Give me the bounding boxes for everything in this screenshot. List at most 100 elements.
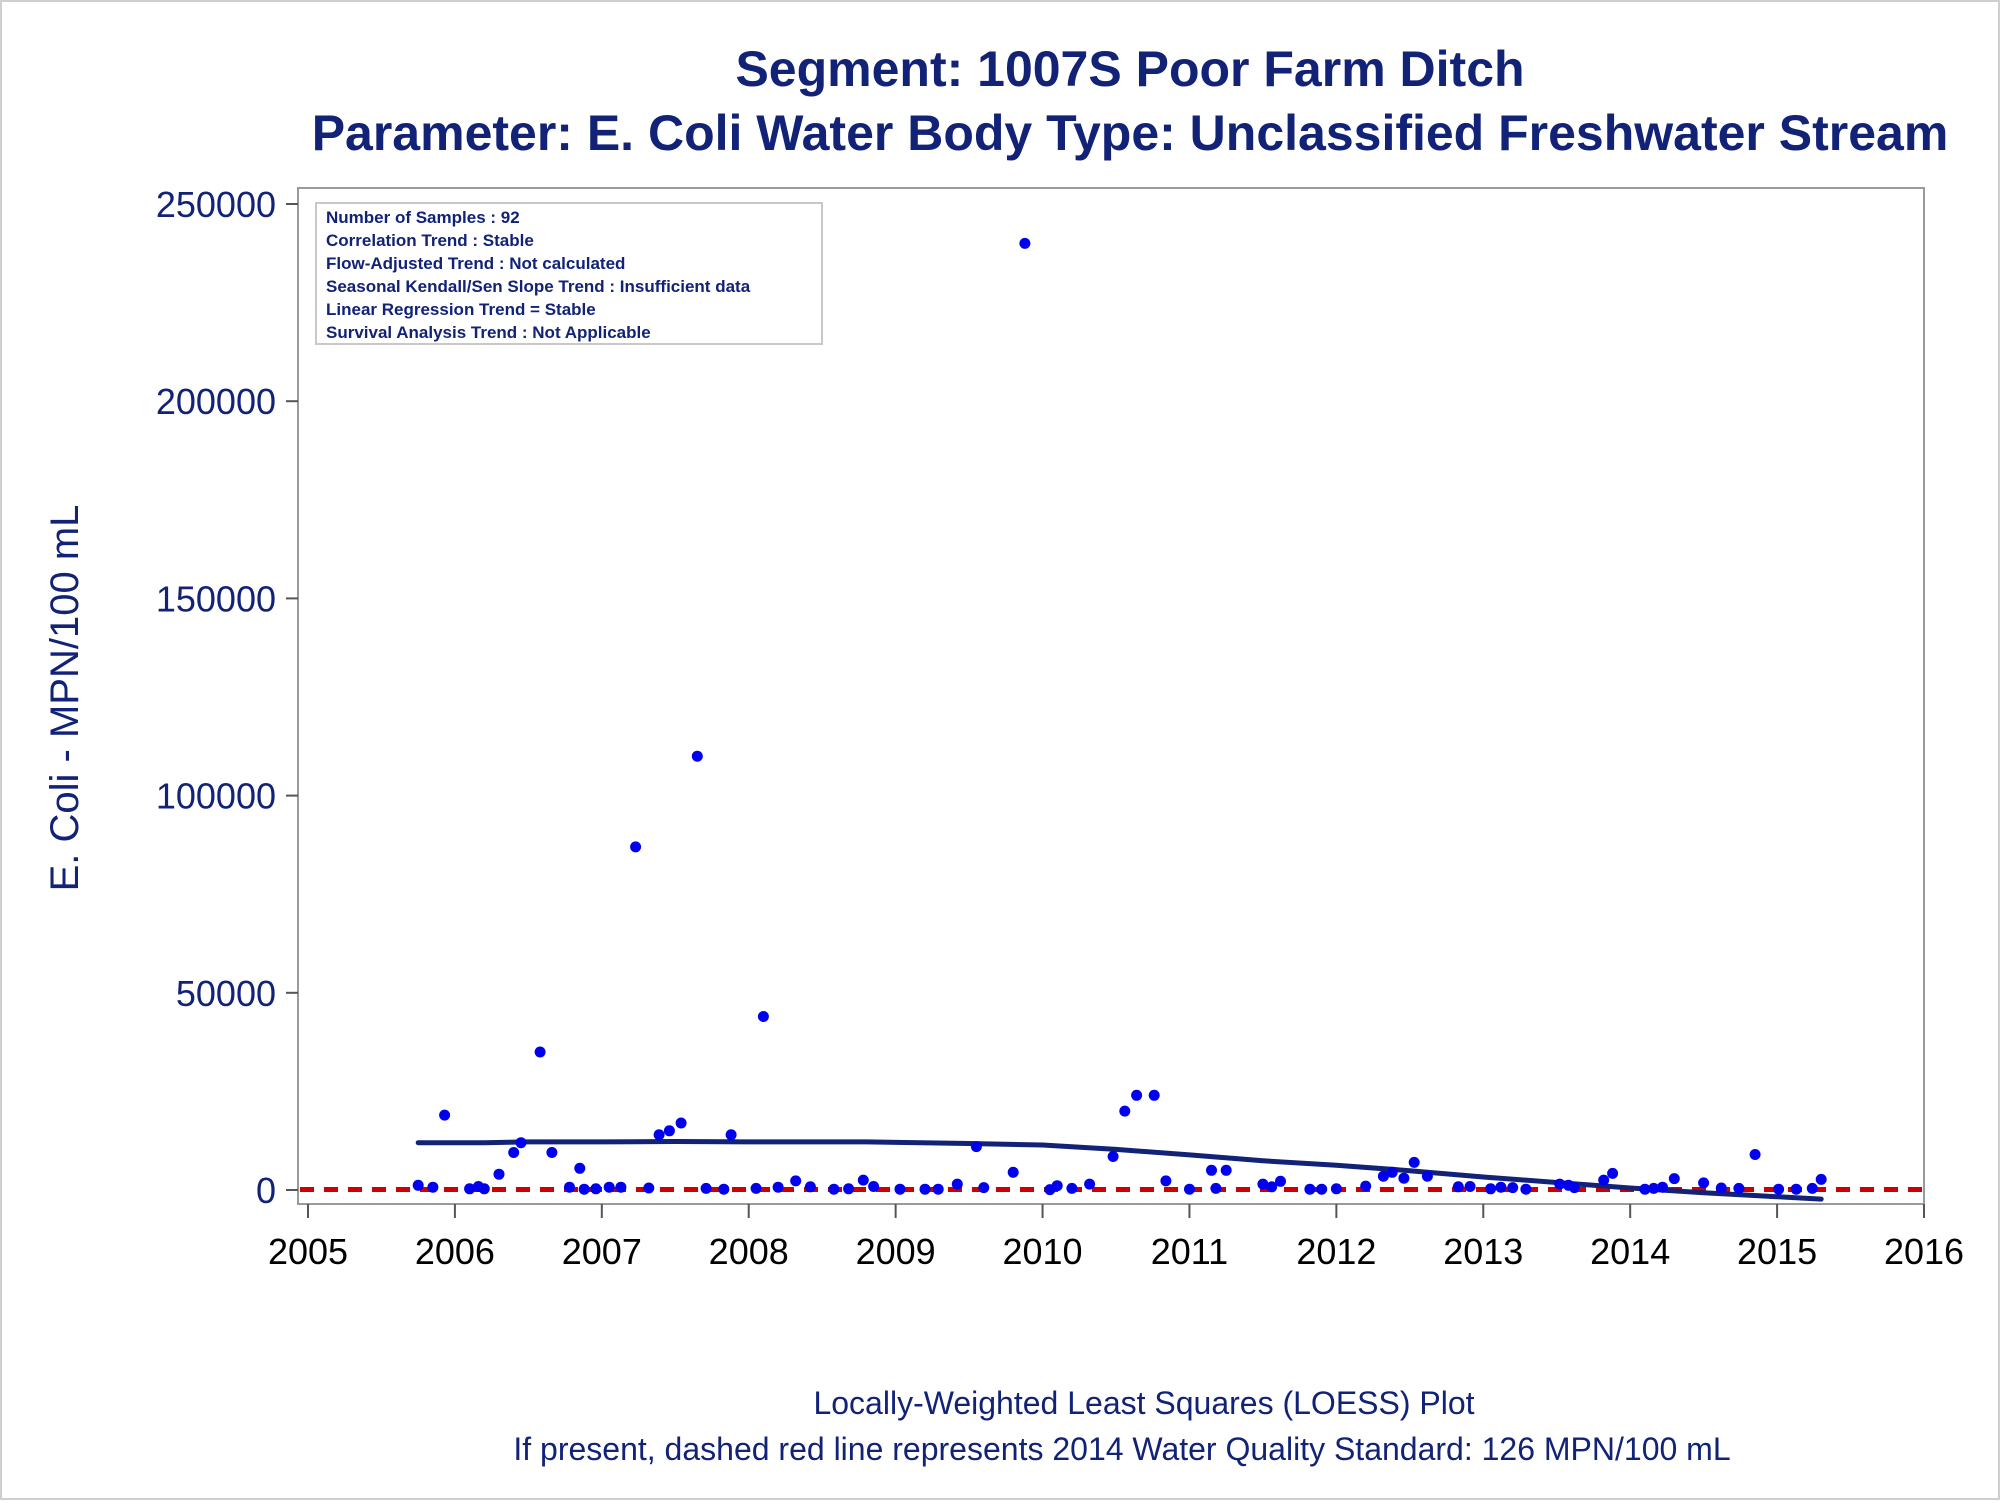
data-point xyxy=(1398,1172,1410,1184)
data-point xyxy=(1131,1089,1143,1101)
x-tick-label: 2006 xyxy=(415,1231,495,1272)
data-point xyxy=(663,1125,675,1137)
data-point xyxy=(1520,1183,1532,1195)
data-point xyxy=(772,1181,784,1193)
data-point xyxy=(427,1181,439,1193)
x-tick-label: 2010 xyxy=(1002,1231,1082,1272)
data-point xyxy=(1220,1164,1232,1176)
y-tick-label: 200000 xyxy=(156,381,276,422)
data-point xyxy=(1148,1089,1160,1101)
data-point xyxy=(630,841,642,853)
data-point xyxy=(578,1183,590,1195)
data-point xyxy=(1507,1182,1519,1194)
data-point xyxy=(412,1179,424,1191)
data-point xyxy=(1749,1149,1761,1160)
data-point xyxy=(857,1174,869,1186)
inset-line: Linear Regression Trend = Stable xyxy=(326,300,596,319)
data-point xyxy=(1386,1166,1398,1178)
y-tick-label: 250000 xyxy=(156,184,276,225)
data-point xyxy=(439,1109,451,1121)
data-point xyxy=(718,1183,730,1195)
data-point xyxy=(691,750,703,762)
data-point xyxy=(1360,1180,1372,1192)
data-point xyxy=(603,1181,615,1193)
data-point xyxy=(1698,1177,1710,1189)
data-point xyxy=(1648,1182,1660,1194)
data-point xyxy=(1210,1182,1222,1194)
data-point xyxy=(1119,1105,1131,1117)
data-point xyxy=(1084,1178,1096,1190)
data-point xyxy=(590,1183,602,1195)
data-point xyxy=(868,1181,880,1192)
data-point xyxy=(653,1129,665,1141)
data-point xyxy=(546,1147,558,1158)
x-tick-label: 2013 xyxy=(1443,1231,1523,1272)
x-tick-label: 2012 xyxy=(1296,1231,1376,1272)
data-point xyxy=(1257,1178,1269,1190)
data-point xyxy=(1019,237,1031,249)
data-point xyxy=(1160,1175,1172,1187)
data-point xyxy=(757,1011,769,1022)
x-tick-label: 2009 xyxy=(856,1231,936,1272)
inset-line: Seasonal Kendall/Sen Slope Trend : Insuf… xyxy=(326,277,751,296)
data-point xyxy=(1733,1182,1745,1194)
data-point xyxy=(804,1181,816,1193)
data-point xyxy=(750,1182,762,1194)
y-tick-label: 100000 xyxy=(156,776,276,817)
data-point xyxy=(1051,1180,1063,1192)
data-point xyxy=(1452,1181,1464,1193)
data-point xyxy=(843,1183,855,1195)
data-point xyxy=(478,1183,490,1195)
x-axis: 2005 2006 2007 2008 2009 2010 2011 2012 2013 2014… xyxy=(268,1204,1964,1272)
data-point xyxy=(464,1183,476,1195)
data-point xyxy=(1206,1164,1217,1176)
y-axis: 0 50000 100000 150000 200000 250000 xyxy=(156,184,298,1211)
data-point xyxy=(574,1162,586,1174)
data-point xyxy=(1485,1183,1497,1195)
data-point xyxy=(1657,1181,1668,1193)
x-tick-label: 2007 xyxy=(562,1231,642,1272)
data-point xyxy=(615,1181,627,1193)
data-point xyxy=(978,1182,990,1194)
x-tick-label: 2011 xyxy=(1151,1231,1228,1272)
chart-title: Segment: 1007S Poor Farm Ditch xyxy=(735,41,1524,97)
footnote-standard: If present, dashed red line represents 2… xyxy=(513,1431,1730,1467)
x-tick-label: 2016 xyxy=(1884,1231,1964,1272)
data-point xyxy=(1266,1181,1278,1193)
data-points xyxy=(412,237,1827,1196)
inset-line: Number of Samples : 92 xyxy=(326,208,520,227)
data-point xyxy=(1715,1182,1727,1194)
data-point xyxy=(1495,1181,1507,1193)
data-point xyxy=(493,1168,505,1180)
x-tick-label: 2014 xyxy=(1590,1231,1670,1272)
x-tick-label: 2008 xyxy=(709,1231,789,1272)
data-point xyxy=(1554,1178,1566,1190)
y-tick-label: 50000 xyxy=(176,973,276,1014)
data-point xyxy=(1184,1183,1195,1195)
data-point xyxy=(1330,1183,1342,1195)
loess-layer xyxy=(415,1139,1824,1202)
data-point xyxy=(508,1147,520,1158)
stats-inset: Number of Samples : 92 Correlation Trend… xyxy=(315,202,823,345)
stats-inset-box xyxy=(315,202,823,345)
y-tick-label: 150000 xyxy=(156,578,276,619)
data-point xyxy=(1607,1167,1619,1179)
data-point xyxy=(970,1141,982,1153)
data-point xyxy=(1007,1166,1019,1178)
data-point xyxy=(1408,1156,1420,1168)
inset-line: Correlation Trend : Stable xyxy=(326,231,534,250)
data-point xyxy=(1668,1173,1680,1185)
data-point xyxy=(643,1182,655,1194)
plot-area xyxy=(297,187,1925,1205)
data-point xyxy=(1815,1173,1827,1185)
data-point xyxy=(894,1183,906,1195)
y-tick-label: 0 xyxy=(256,1170,276,1211)
x-tick-label: 2015 xyxy=(1737,1231,1817,1272)
data-point xyxy=(515,1137,527,1149)
data-point xyxy=(828,1183,840,1195)
data-point xyxy=(1275,1175,1286,1187)
data-point xyxy=(1316,1183,1328,1195)
data-point xyxy=(1790,1183,1802,1195)
